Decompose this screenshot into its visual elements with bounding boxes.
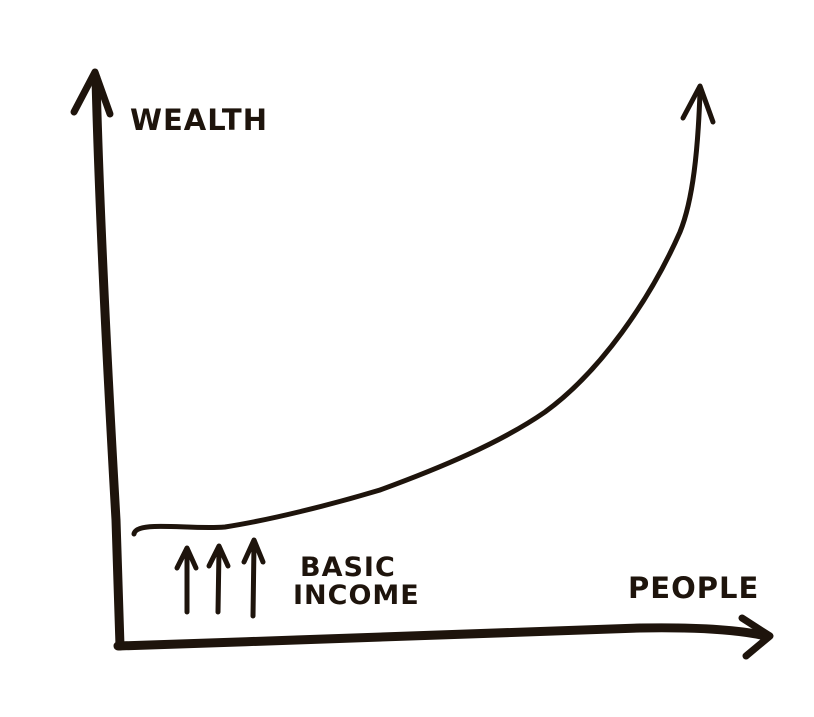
basic-income-arrows — [174, 537, 266, 619]
y-axis-arrowhead — [70, 68, 114, 118]
income-arrow-1 — [174, 545, 199, 615]
wealth-curve — [131, 89, 703, 537]
income-arrow-3 — [241, 537, 266, 619]
x-axis-label: PEOPLE — [628, 571, 759, 605]
annotation-line-1: BASIC — [300, 552, 396, 583]
x-axis-arrowhead — [738, 614, 774, 660]
y-axis-line — [91, 73, 125, 651]
x-axis-line — [113, 623, 771, 651]
annotation-line-2: INCOME — [293, 580, 420, 611]
income-arrow-2 — [206, 543, 231, 615]
y-axis-label: WEALTH — [130, 103, 268, 137]
curve-arrowhead — [680, 83, 716, 125]
